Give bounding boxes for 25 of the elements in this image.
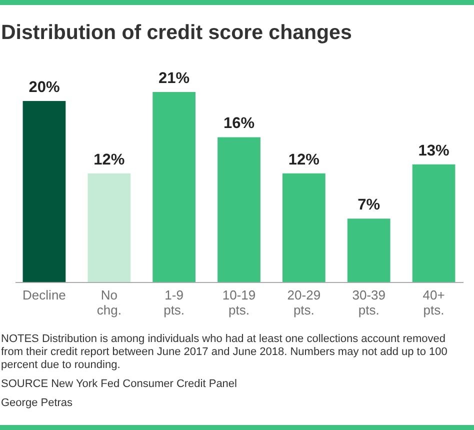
data-label: 16% xyxy=(223,115,255,132)
bar xyxy=(22,101,66,282)
data-label: 7% xyxy=(358,196,380,214)
bar xyxy=(218,137,260,282)
x-tick-label: 40+ pts. xyxy=(422,288,445,318)
data-label: 20% xyxy=(28,79,60,96)
text: NOTES Distribution is among individuals who had at least one collections account removed from their credit report between June 2017 and June 2018. Numbers may not add up to 100 percent due to rounding. xyxy=(1,333,448,372)
data-label: 12% xyxy=(288,151,320,168)
text: George Petras xyxy=(1,397,74,410)
bar xyxy=(282,173,326,282)
x-tick-label: No chg. xyxy=(96,288,122,318)
source-note: SOURCE New York Fed Consumer Credit Panel xyxy=(1,378,238,391)
x-tick-label: 20-29 pts. xyxy=(287,288,321,318)
data-label: 21% xyxy=(158,70,190,87)
bar xyxy=(412,164,456,282)
x-tick-label: 10-19 pts. xyxy=(222,288,256,318)
x-tick-label: 30-39 pts. xyxy=(352,288,386,318)
data-label: 12% xyxy=(94,151,125,168)
chart-title: Distribution of credit score changes xyxy=(1,21,352,45)
x-tick-label: 1-9 pts. xyxy=(164,288,185,318)
data-label: 13% xyxy=(418,142,450,160)
bar xyxy=(347,218,390,282)
x-tick-label: Decline xyxy=(22,288,66,302)
bar xyxy=(152,92,196,282)
bar xyxy=(88,173,131,282)
